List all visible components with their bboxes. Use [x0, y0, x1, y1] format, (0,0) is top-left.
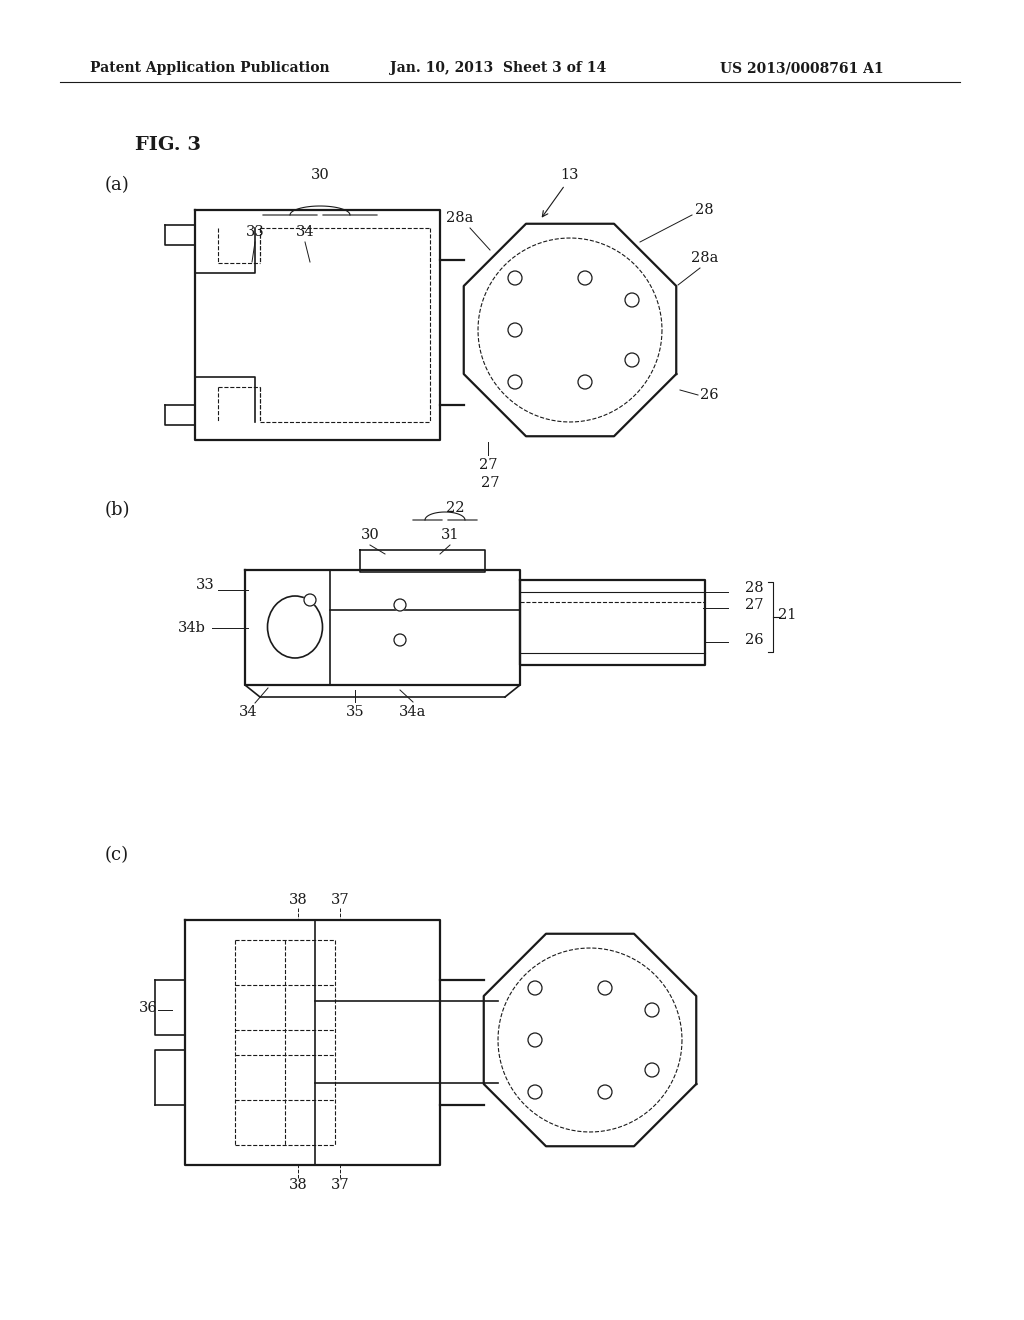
Circle shape	[528, 981, 542, 995]
Text: 21: 21	[778, 609, 797, 622]
Text: US 2013/0008761 A1: US 2013/0008761 A1	[720, 61, 884, 75]
Text: 28a: 28a	[691, 251, 719, 265]
Text: 34b: 34b	[178, 620, 206, 635]
Circle shape	[304, 594, 316, 606]
Text: 26: 26	[745, 634, 764, 647]
Circle shape	[394, 634, 406, 645]
Circle shape	[625, 352, 639, 367]
Text: 38: 38	[289, 1177, 307, 1192]
Text: 33: 33	[246, 224, 264, 239]
Circle shape	[645, 1003, 659, 1016]
Text: Patent Application Publication: Patent Application Publication	[90, 61, 330, 75]
Text: 28: 28	[695, 203, 714, 216]
Circle shape	[598, 1085, 612, 1100]
Circle shape	[528, 1034, 542, 1047]
Text: (c): (c)	[105, 846, 129, 865]
Text: 37: 37	[331, 1177, 349, 1192]
Text: 28a: 28a	[446, 211, 474, 224]
Circle shape	[394, 599, 406, 611]
Text: 34: 34	[296, 224, 314, 239]
Text: 27: 27	[480, 477, 500, 490]
Text: 36: 36	[138, 1001, 158, 1015]
Text: 27: 27	[745, 598, 764, 612]
Text: 35: 35	[346, 705, 365, 719]
Text: 22: 22	[445, 502, 464, 515]
Circle shape	[528, 1085, 542, 1100]
Text: (a): (a)	[105, 176, 130, 194]
Text: 28: 28	[745, 581, 764, 595]
Circle shape	[508, 271, 522, 285]
Text: 38: 38	[289, 894, 307, 907]
Text: 30: 30	[310, 168, 330, 182]
Circle shape	[645, 1063, 659, 1077]
Text: 26: 26	[700, 388, 719, 403]
Circle shape	[578, 375, 592, 389]
Text: 31: 31	[440, 528, 459, 543]
Text: 37: 37	[331, 894, 349, 907]
Text: FIG. 3: FIG. 3	[135, 136, 201, 154]
Text: 33: 33	[196, 578, 214, 591]
Circle shape	[598, 981, 612, 995]
Text: 13: 13	[561, 168, 580, 182]
Circle shape	[508, 375, 522, 389]
Circle shape	[508, 323, 522, 337]
Text: Jan. 10, 2013  Sheet 3 of 14: Jan. 10, 2013 Sheet 3 of 14	[390, 61, 606, 75]
Text: 34: 34	[239, 705, 257, 719]
Circle shape	[578, 271, 592, 285]
Text: 27: 27	[479, 458, 498, 473]
Ellipse shape	[267, 597, 323, 657]
Text: 34a: 34a	[399, 705, 427, 719]
Circle shape	[625, 293, 639, 308]
Text: (b): (b)	[105, 502, 130, 519]
Text: 30: 30	[360, 528, 379, 543]
